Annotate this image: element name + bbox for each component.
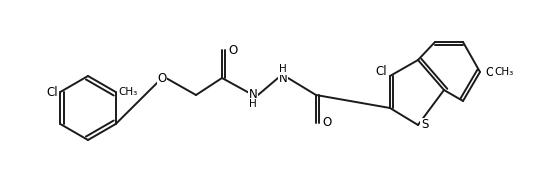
Text: Cl: Cl	[47, 86, 58, 99]
Text: CH₃: CH₃	[494, 67, 513, 77]
Text: S: S	[421, 118, 429, 131]
Text: H: H	[249, 99, 257, 109]
Text: O: O	[157, 71, 167, 84]
Text: N: N	[249, 89, 258, 102]
Text: N: N	[278, 71, 287, 84]
Text: CH₃: CH₃	[119, 87, 138, 97]
Text: O: O	[322, 117, 331, 130]
Text: O: O	[228, 43, 237, 56]
Text: O: O	[485, 65, 494, 78]
Text: H: H	[279, 64, 287, 74]
Text: Cl: Cl	[375, 65, 387, 78]
